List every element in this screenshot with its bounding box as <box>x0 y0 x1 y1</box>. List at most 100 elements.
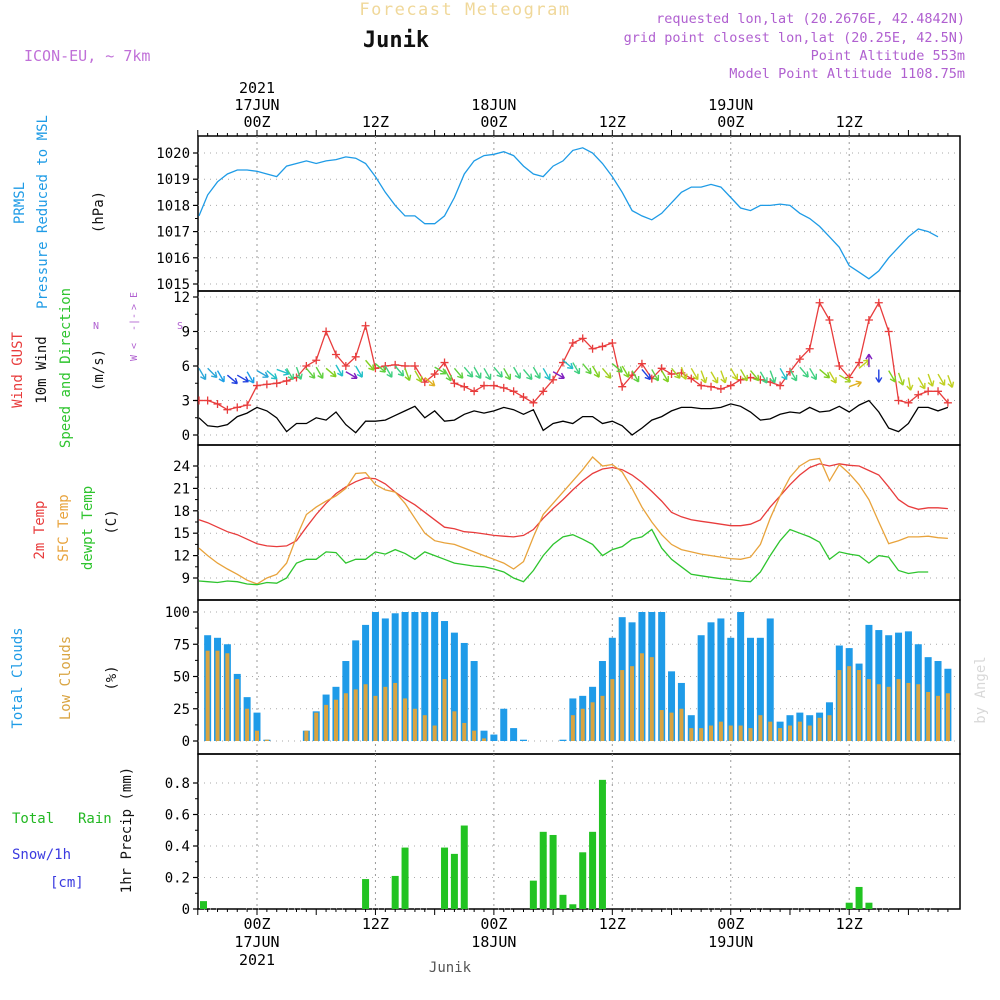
y-tick-label: 15 <box>173 526 190 542</box>
x-tick-label: 00Z <box>717 113 744 131</box>
gust-point <box>855 358 864 367</box>
total-cloud-bar <box>391 613 399 741</box>
gust-point <box>697 381 706 390</box>
gust-point <box>410 362 419 370</box>
x-tick-label: 00Z <box>243 915 270 933</box>
wind-arrow <box>700 370 708 384</box>
total-cloud-bar <box>756 637 764 741</box>
low-cloud-bar <box>689 728 694 741</box>
gust-point <box>667 370 676 379</box>
wind-arrow <box>414 370 423 383</box>
wind-arrow <box>325 367 337 378</box>
total-cloud-bar <box>658 612 666 741</box>
low-cloud-bar <box>412 708 417 741</box>
y-tick-label: 9 <box>182 325 190 341</box>
dewpt-temp-line <box>198 528 929 586</box>
y-tick-label: 1016 <box>156 251 190 267</box>
gust-point <box>519 393 528 402</box>
model-name: ICON-EU, ~ 7km <box>24 47 150 65</box>
low-cloud-bar <box>452 711 457 741</box>
wind-arrow <box>552 371 565 380</box>
gust-point <box>835 362 844 370</box>
wind-arrow <box>443 369 452 382</box>
wind-arrow <box>601 367 612 379</box>
y-tick-label: 24 <box>173 459 190 475</box>
wind-arrow <box>345 371 358 380</box>
gust-point <box>904 398 913 407</box>
wind-arrow <box>848 380 862 388</box>
y-tick-label: 21 <box>173 481 190 497</box>
low-cloud-bar <box>857 670 862 741</box>
y-tick-label: 0 <box>182 428 190 444</box>
wind-arrow <box>906 377 914 391</box>
sfc-temp-label: SFC Temp <box>56 494 72 561</box>
wind-arrow <box>276 368 290 376</box>
low-cloud-bar <box>570 715 575 741</box>
total-cloud-bar <box>559 739 567 741</box>
meteogram-title: Forecast Meteogram <box>359 0 570 20</box>
marks-layer <box>195 147 960 910</box>
cm-label: [cm] <box>50 875 84 891</box>
wind-arrow <box>513 366 521 380</box>
precip-bar <box>855 886 863 909</box>
low-cloud-bar <box>945 693 950 741</box>
low-cloud-bar <box>659 710 664 741</box>
gust-point <box>598 342 607 351</box>
total-clouds-label: Total Clouds <box>10 627 26 728</box>
low-cloud-bar <box>837 670 842 741</box>
gust-point <box>331 350 340 359</box>
gust-point <box>549 375 558 384</box>
total-cloud-bar <box>747 637 754 741</box>
low-cloud-bar <box>896 679 901 741</box>
gust-point <box>934 387 943 396</box>
wind-arrow <box>216 370 225 383</box>
total-cloud-bar <box>480 730 488 741</box>
compass-south: S <box>177 321 183 332</box>
gust-point <box>825 316 834 324</box>
wind-arrow <box>503 367 512 381</box>
wind-arrow <box>572 362 581 375</box>
gust-point <box>233 403 242 412</box>
wind-arrow <box>582 363 592 375</box>
gust-point <box>420 378 429 387</box>
x-tick-label: 12Z <box>836 113 863 131</box>
axis-layer: 1015 1016 1017 1018 1019 1020 0 3 6 9 12 9 12 15 18 21 2… <box>156 79 949 969</box>
y-tick-label: 0 <box>182 734 190 750</box>
compass-north: N <box>93 321 99 332</box>
y-tick-label: 6 <box>182 359 190 375</box>
temp-panel <box>197 444 961 601</box>
x-tick-label: 12Z <box>599 113 626 131</box>
gridpoint-coords: grid point closest lon,lat (20.25E, 42.5… <box>624 30 965 46</box>
wind-dir-label: Speed and Direction <box>58 288 74 448</box>
x-tick-label: 12Z <box>362 113 389 131</box>
low-cloud-bar <box>630 666 635 741</box>
total-cloud-bar <box>371 612 379 741</box>
wind-arrow <box>730 367 739 381</box>
snow-label: Snow/1h <box>12 847 71 863</box>
gust-point <box>440 358 449 367</box>
y-tick-label: 0.8 <box>165 776 190 792</box>
wind-arrow <box>875 369 883 383</box>
pressure-labels: PRMSL Pressure Reduced to MSL (hPa) <box>12 115 107 309</box>
wind-arrow <box>740 369 748 382</box>
2m-temp-line <box>198 463 948 548</box>
cloud-labels: Total Clouds Low Clouds (%) <box>10 627 120 728</box>
low-cloud-bar <box>432 725 437 741</box>
gust-point <box>450 379 459 388</box>
wind-arrow <box>611 363 623 373</box>
wind-arrow <box>947 374 955 388</box>
gust-point <box>213 399 222 408</box>
wind-arrow <box>207 367 218 379</box>
compass-east: > E <box>129 292 140 310</box>
low-cloud-bar <box>718 721 723 741</box>
total-cloud-bar <box>519 739 527 741</box>
low-cloud-bar <box>235 679 240 741</box>
x-tick-label: 00Z <box>480 915 507 933</box>
gust-point <box>874 298 883 307</box>
wind-arrow <box>404 368 412 382</box>
precip-bar <box>865 902 873 909</box>
y-tick-label: 12 <box>173 290 190 306</box>
wind-arrow <box>591 365 600 378</box>
gust-point <box>637 359 646 368</box>
low-cloud-bar <box>205 650 210 741</box>
